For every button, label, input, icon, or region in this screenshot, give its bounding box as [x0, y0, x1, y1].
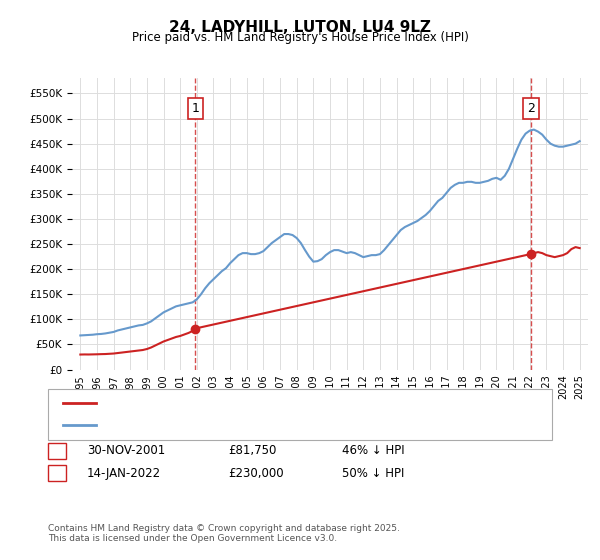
Text: 50% ↓ HPI: 50% ↓ HPI [342, 466, 404, 480]
Text: Price paid vs. HM Land Registry's House Price Index (HPI): Price paid vs. HM Land Registry's House … [131, 31, 469, 44]
Text: HPI: Average price, detached house, Luton: HPI: Average price, detached house, Luto… [102, 421, 324, 431]
Text: Contains HM Land Registry data © Crown copyright and database right 2025.
This d: Contains HM Land Registry data © Crown c… [48, 524, 400, 543]
Text: 1: 1 [53, 444, 61, 458]
Text: 2: 2 [527, 102, 535, 115]
Text: 24, LADYHILL, LUTON, LU4 9LZ (detached house): 24, LADYHILL, LUTON, LU4 9LZ (detached h… [102, 398, 356, 408]
Text: £81,750: £81,750 [228, 444, 277, 458]
Text: 30-NOV-2001: 30-NOV-2001 [87, 444, 165, 458]
Text: 24, LADYHILL, LUTON, LU4 9LZ: 24, LADYHILL, LUTON, LU4 9LZ [169, 20, 431, 35]
Text: 2: 2 [53, 466, 61, 480]
Text: 14-JAN-2022: 14-JAN-2022 [87, 466, 161, 480]
Text: 1: 1 [191, 102, 199, 115]
Text: £230,000: £230,000 [228, 466, 284, 480]
Text: 46% ↓ HPI: 46% ↓ HPI [342, 444, 404, 458]
